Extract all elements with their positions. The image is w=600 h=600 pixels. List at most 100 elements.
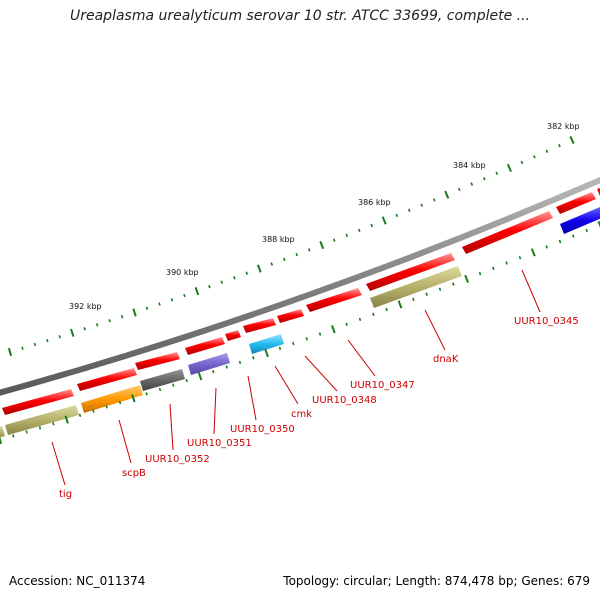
major-tick: [597, 220, 600, 228]
minor-tick: [295, 252, 299, 257]
minor-tick: [183, 293, 186, 298]
forward-strand: [2, 185, 600, 415]
minor-tick: [420, 203, 424, 207]
leader-line: [274, 365, 299, 405]
gene-feature[interactable]: [2, 389, 74, 415]
gene-feature[interactable]: [140, 369, 185, 391]
gene-label[interactable]: UUR10_0351: [187, 438, 252, 449]
minor-tick: [470, 182, 474, 186]
gene-feature[interactable]: [0, 426, 5, 439]
minor-tick: [172, 383, 175, 387]
gene-label[interactable]: UUR10_0352: [145, 454, 210, 465]
gene-feature[interactable]: [81, 385, 143, 413]
gene-label[interactable]: tig: [59, 489, 72, 500]
gene-leader-lines: [51, 269, 541, 486]
minor-tick: [83, 327, 86, 331]
scale-label: 386 kbp: [358, 198, 391, 207]
major-tick: [464, 274, 470, 283]
major-tick: [530, 248, 536, 257]
gene-labels: UUR10_0345 dnaK UUR10_0347 UUR10_0348 cm…: [59, 316, 579, 500]
gene-feature[interactable]: [243, 318, 276, 333]
gene-feature[interactable]: [370, 266, 462, 308]
leader-line: [118, 419, 132, 464]
outer-scale-ticks: [7, 135, 575, 357]
minor-tick: [225, 365, 228, 369]
minor-tick: [58, 335, 61, 339]
minor-tick: [170, 298, 174, 302]
minor-tick: [252, 356, 255, 360]
major-tick: [0, 436, 3, 445]
minor-tick: [282, 257, 286, 262]
minor-tick: [345, 322, 348, 326]
gene-feature[interactable]: [277, 309, 304, 323]
minor-tick: [438, 287, 442, 291]
minor-tick: [25, 430, 28, 434]
minor-tick: [38, 426, 42, 430]
minor-tick: [52, 422, 55, 426]
leader-line: [304, 355, 338, 392]
major-tick: [264, 348, 269, 358]
minor-tick: [12, 434, 15, 438]
leader-line: [213, 387, 217, 435]
leader-line: [521, 269, 541, 313]
gene-feature[interactable]: [225, 330, 241, 341]
major-tick: [319, 241, 325, 250]
scale-label: 382 kbp: [547, 122, 580, 131]
minor-tick: [208, 285, 211, 289]
gene-feature[interactable]: [188, 353, 230, 375]
minor-tick: [33, 342, 37, 347]
major-tick: [569, 135, 575, 145]
scale-label: 392 kbp: [69, 302, 102, 311]
gene-feature[interactable]: [597, 185, 600, 196]
gene-feature[interactable]: [556, 192, 596, 214]
minor-tick: [270, 262, 274, 266]
reverse-strand: [0, 207, 600, 439]
gene-label[interactable]: UUR10_0347: [350, 380, 415, 391]
minor-tick: [158, 387, 162, 392]
minor-tick: [358, 317, 362, 322]
minor-tick: [238, 360, 242, 365]
gene-feature[interactable]: [366, 253, 455, 291]
major-tick: [197, 371, 203, 381]
major-tick: [70, 328, 75, 337]
minor-tick: [145, 392, 148, 396]
minor-tick: [558, 239, 562, 244]
gene-label[interactable]: UUR10_0350: [230, 424, 295, 435]
gene-label[interactable]: dnaK: [433, 354, 459, 365]
minor-tick: [46, 338, 49, 343]
minor-tick: [278, 346, 282, 351]
minor-tick: [572, 234, 575, 238]
gene-feature[interactable]: [249, 334, 284, 354]
major-tick: [64, 415, 69, 424]
major-tick: [444, 190, 450, 199]
minor-tick: [118, 400, 122, 405]
major-tick: [256, 264, 262, 273]
minor-tick: [185, 378, 188, 383]
genome-summary: Topology: circular; Length: 874,478 bp; …: [283, 574, 590, 588]
major-tick: [331, 325, 336, 334]
map-title: Ureaplasma urealyticum serovar 10 str. A…: [69, 8, 530, 24]
minor-tick: [457, 187, 461, 192]
minor-tick: [212, 369, 215, 374]
leader-line: [51, 441, 66, 486]
gene-label[interactable]: UUR10_0345: [514, 316, 579, 327]
minor-tick: [307, 248, 311, 252]
gene-feature[interactable]: [5, 405, 79, 435]
gene-feature[interactable]: [185, 337, 225, 355]
minor-tick: [478, 271, 482, 276]
gene-feature[interactable]: [135, 352, 180, 370]
gene-feature[interactable]: [560, 207, 600, 234]
minor-tick: [425, 292, 428, 296]
minor-tick: [233, 276, 236, 280]
gene-feature[interactable]: [77, 368, 137, 391]
major-tick: [194, 286, 200, 296]
gene-feature[interactable]: [462, 211, 553, 254]
scale-label: 388 kbp: [262, 235, 295, 244]
minor-tick: [432, 198, 436, 202]
gene-label[interactable]: cmk: [291, 409, 312, 420]
gene-label[interactable]: scpB: [122, 468, 146, 479]
minor-tick: [345, 233, 349, 238]
gene-feature[interactable]: [306, 288, 362, 312]
gene-label[interactable]: UUR10_0348: [312, 395, 377, 406]
